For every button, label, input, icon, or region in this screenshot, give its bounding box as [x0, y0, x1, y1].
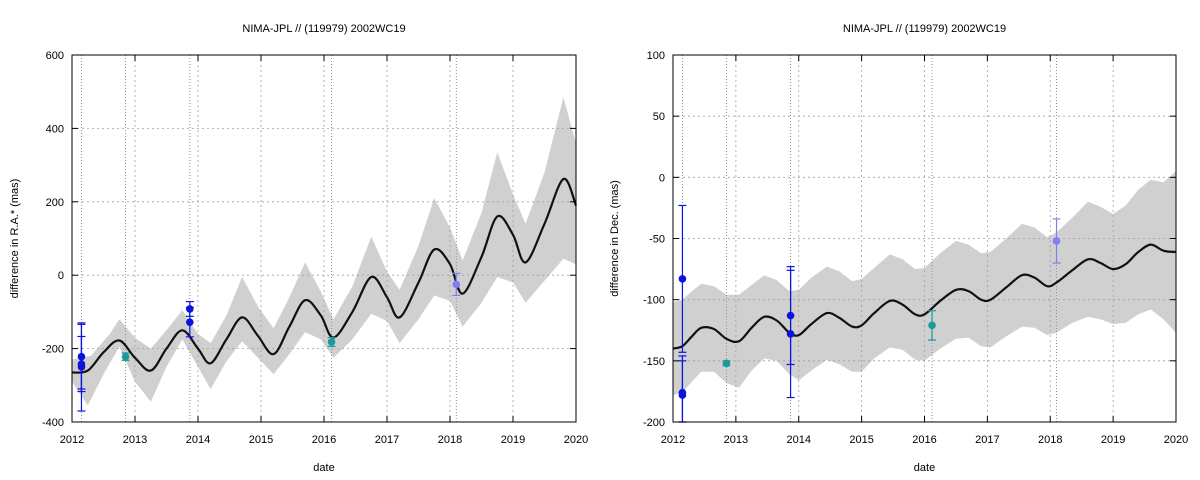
data-point	[928, 321, 936, 330]
y-tick-label: 100	[647, 50, 665, 62]
uncertainty-band	[72, 97, 576, 406]
x-tick-label: 2020	[564, 434, 588, 446]
x-tick-label: 2018	[1038, 434, 1062, 446]
data-point	[678, 391, 687, 399]
data-point	[121, 352, 130, 361]
y-tick-label: 600	[46, 50, 64, 62]
chart-title: NIMA-JPL // (119979) 2002WC19	[242, 23, 405, 35]
y-tick-label: -400	[42, 417, 64, 429]
data-point	[722, 359, 731, 368]
x-tick-label: 2016	[912, 434, 936, 446]
y-axis-label: difference in R.A.* (mas)	[9, 179, 21, 299]
ra-chart: -400 -200 0 200 400 600 2012 2013 2014 2015 2016 20…	[9, 23, 588, 474]
y-tick-label: 400	[46, 123, 64, 135]
y-tick-label: 0	[659, 172, 665, 184]
model-curve	[672, 243, 1177, 350]
uncertainty-band	[673, 171, 1176, 396]
data-point	[77, 363, 86, 371]
dec-chart: -200 -150 -100 -50 0 50 100 2012 2013 2014 2015 201…	[609, 23, 1188, 474]
x-tick-label: 2015	[849, 434, 873, 446]
x-tick-label: 2019	[501, 434, 525, 446]
x-tick-label: 2019	[1101, 434, 1125, 446]
y-tick-label: -200	[643, 417, 665, 429]
x-tick-label: 2012	[60, 434, 84, 446]
x-tick-label: 2018	[438, 434, 462, 446]
x-tick-label: 2015	[249, 434, 273, 446]
y-tick-label: -50	[649, 234, 665, 246]
data-point	[452, 280, 461, 289]
x-tick-label: 2014	[787, 434, 811, 446]
y-tick-label: 200	[46, 197, 64, 209]
x-axis-label: date	[313, 462, 334, 474]
x-tick-label: 2013	[724, 434, 748, 446]
x-tick-label: 2017	[375, 434, 399, 446]
x-axis-label: date	[914, 462, 935, 474]
y-tick-label: -200	[42, 344, 64, 356]
x-tick-label: 2020	[1164, 434, 1188, 446]
x-tick-label: 2013	[123, 434, 147, 446]
data-point	[186, 318, 194, 326]
data-point	[327, 338, 336, 346]
data-point	[786, 330, 795, 338]
data-point	[1052, 237, 1061, 245]
x-tick-label: 2014	[186, 434, 210, 446]
y-tick-label: 50	[653, 111, 665, 123]
x-tick-label: 2017	[975, 434, 999, 446]
model-curve	[71, 177, 578, 374]
y-axis-label: difference in Dec. (mas)	[609, 180, 621, 297]
chart-title: NIMA-JPL // (119979) 2002WC19	[843, 23, 1006, 35]
data-point	[678, 275, 687, 283]
y-tick-label: -150	[643, 356, 665, 368]
x-tick-label: 2012	[661, 434, 685, 446]
y-tick-label: 0	[58, 270, 64, 282]
x-tick-label: 2016	[312, 434, 336, 446]
y-tick-label: -100	[643, 295, 665, 307]
